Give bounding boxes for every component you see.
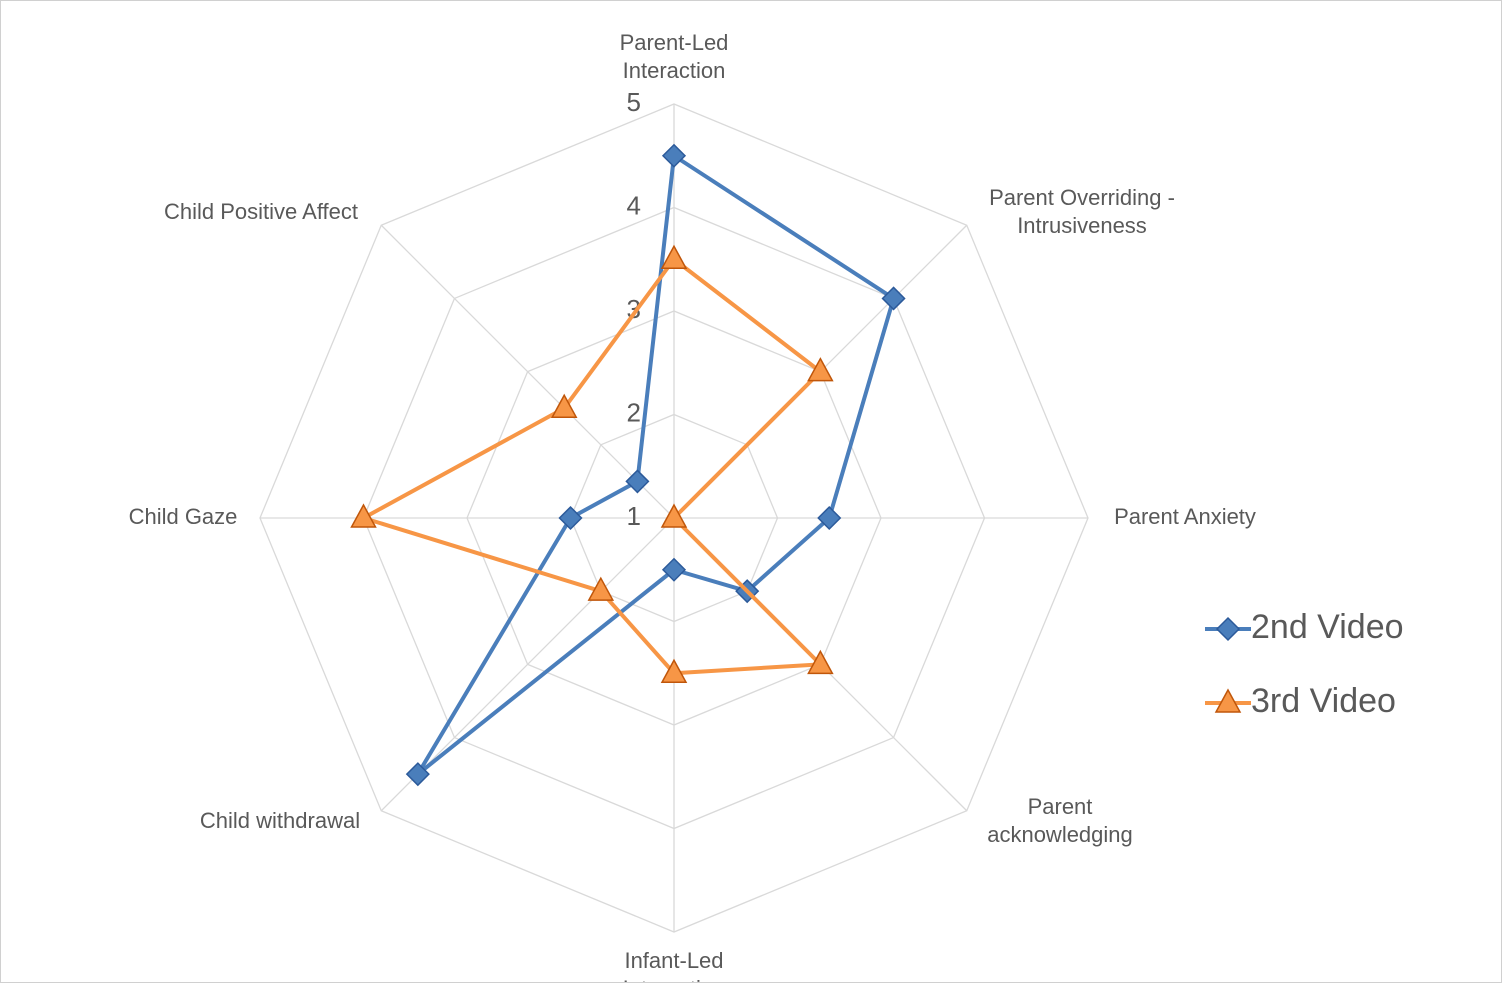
legend-label: 2nd Video [1251, 608, 1404, 646]
data-point [660, 503, 688, 528]
data-point [587, 576, 615, 601]
data-point [807, 357, 834, 382]
data-point [660, 658, 688, 683]
legend-label: 3rd Video [1251, 682, 1396, 720]
y-tick-label: 4 [627, 190, 641, 220]
data-point [661, 557, 687, 582]
category-label: Infant-Led Interaction [623, 948, 726, 982]
legend-marker [1215, 616, 1241, 642]
category-label: Child Gaze [128, 504, 238, 529]
category-label: Parent-Led Interaction [619, 30, 729, 83]
data-point [817, 505, 842, 531]
data-point [881, 286, 906, 311]
axis-spoke [380, 224, 675, 519]
y-tick-label: 2 [627, 397, 641, 427]
category-label: Child withdrawal [199, 808, 361, 833]
legend-marker [1214, 688, 1242, 713]
data-point [558, 505, 583, 531]
data-point [807, 649, 834, 675]
category-label: Child Positive Affect [163, 199, 359, 224]
data-point [661, 143, 687, 168]
data-point [625, 469, 650, 494]
y-tick-label: 1 [627, 501, 641, 531]
data-point [550, 393, 578, 418]
y-tick-label: 5 [627, 87, 641, 117]
data-point [405, 762, 430, 787]
category-label: Parent Overriding - Intrusiveness [989, 185, 1175, 238]
data-point [660, 244, 688, 269]
category-label: Parent Anxiety [1114, 504, 1256, 529]
data-point [350, 503, 377, 528]
category-label: Parent acknowledging [987, 794, 1133, 847]
